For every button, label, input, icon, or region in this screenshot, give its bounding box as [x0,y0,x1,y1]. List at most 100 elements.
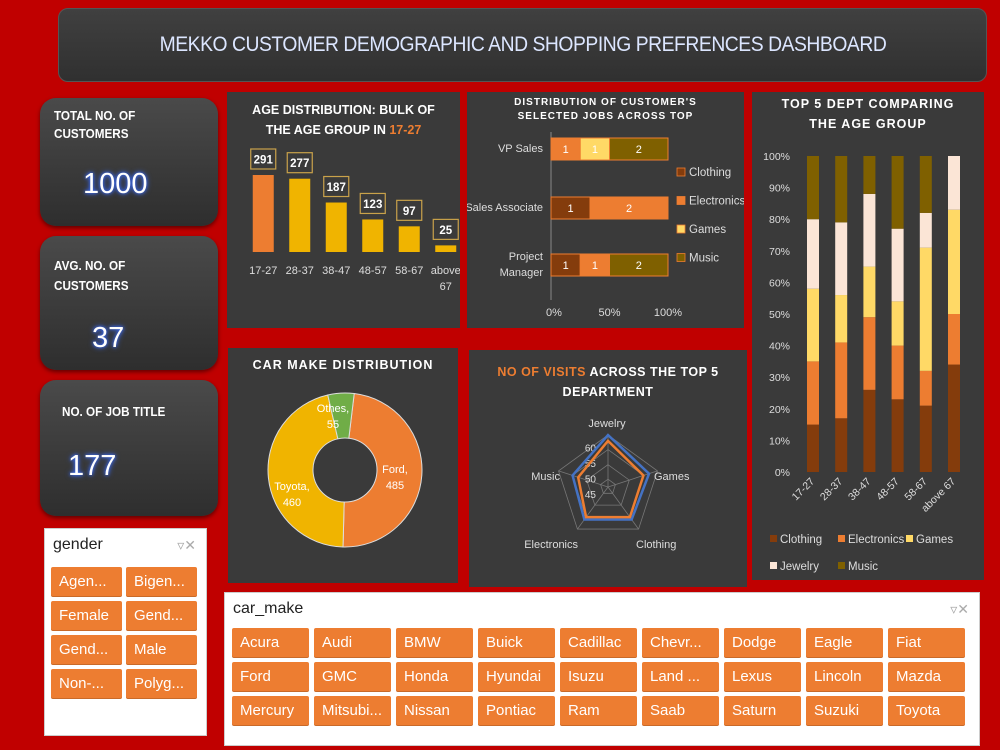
age-data-label-box [359,192,386,215]
car-slice-value: 55 [327,419,339,431]
dept-column-segment [807,424,819,472]
dept-x-label: 17-27 [790,476,818,504]
age-bar [252,175,274,252]
age-data-label: 291 [254,155,274,167]
car-make-slicer-item[interactable]: Buick [478,628,555,658]
dept-y-tick: 80% [769,214,790,226]
car-make-slicer-item[interactable]: Ford [232,662,309,692]
car-make-slicer-item[interactable]: Land ... [642,662,719,692]
kpi-total-label-1: TOTAL NO. OF [54,108,136,123]
car-make-slicer-item[interactable]: BMW [396,628,473,658]
car-make-slicer-item[interactable]: Mercury [232,696,309,726]
age-data-label: 187 [327,182,346,194]
kpi-job-titles: NO. OF JOB TITLE 177 [40,380,218,516]
dept-column-segment [835,222,848,296]
radar-grid-ring [600,478,616,494]
kpi-total-customers: TOTAL NO. OF CUSTOMERS 1000 [40,98,218,226]
visits-panel: NO OF VISITS ACROSS THE TOP 5 DEPARTMENT… [469,350,747,587]
car-title: CAR MAKE DISTRIBUTION [252,358,434,372]
age-category-label: 28-37 [286,265,314,277]
car-make-slicer-item[interactable]: Saab [642,696,719,726]
jobs-segment-label: 1 [563,144,569,156]
dept-column-segment [891,399,904,472]
gender-slicer-item[interactable]: Bigen... [126,567,197,597]
car-donut-slice [267,394,345,548]
dept-legend-label: Games [916,534,953,546]
kpi-avg-customers: AVG. NO. OF CUSTOMERS 37 [40,236,218,370]
jobs-category-label: VP Sales [498,143,544,155]
age-data-label-box [250,148,277,170]
dept-column-segment [948,364,960,472]
car-make-slicer-item[interactable]: Lexus [724,662,801,692]
jobs-segment-label: 2 [626,203,632,215]
age-bar [435,245,457,252]
car-make-slicer-item[interactable]: Pontiac [478,696,555,726]
clear-filter-icon[interactable]: ▿✕ [950,601,969,617]
kpi-avg-value: 37 [92,322,125,354]
gender-slicer-item[interactable]: Polyg... [126,669,197,699]
car-make-slicer-item[interactable]: Lincoln [806,662,883,692]
car-make-slicer-item[interactable]: Hyundai [478,662,555,692]
radar-spoke [607,486,639,530]
radar-tick-label: 50 [585,475,597,486]
car-make-slicer-item[interactable]: Ram [560,696,637,726]
gender-slicer-item[interactable]: Female [51,601,122,631]
dept-y-tick: 0% [775,467,790,479]
dept-column-segment [807,288,819,362]
jobs-legend-label: Electronics [689,196,744,208]
age-category-label: 58-67 [395,265,423,277]
gender-slicer-item[interactable]: Male [126,635,197,665]
car-make-slicer-item[interactable]: Eagle [806,628,883,658]
kpi-job-value: 177 [68,450,117,482]
car-make-slicer-item[interactable]: GMC [314,662,391,692]
car-make-slicer-item[interactable]: Dodge [724,628,801,658]
car-make-slicer-item[interactable]: Audi [314,628,391,658]
jobs-stacked-bar-chart: 1 1 2 VP Sales 1 2 Sales Associate 1 1 2 Project Ma… [467,132,744,319]
car-make-slicer-item[interactable]: Isuzu [560,662,637,692]
jobs-segment-label: 1 [592,260,598,272]
car-make-slicer-item[interactable]: Chevr... [642,628,719,658]
age-bar [362,219,384,252]
car-make-slicer-item[interactable]: Cadillac [560,628,637,658]
car-make-slicer-item[interactable]: Fiat [888,628,965,658]
car-make-slicer-item[interactable]: Mitsubi... [314,696,391,726]
kpi-avg-label: AVG. NO. OF CUSTOMERS [54,258,129,293]
dept-legend-swatch [906,535,913,542]
jobs-legend-swatch [676,253,686,262]
dept-title-line-2: THE AGE GROUP [809,117,927,131]
age-bar [325,202,347,252]
car-make-slicer-item[interactable]: Mazda [888,662,965,692]
age-bar [398,226,420,252]
age-data-label-box [286,152,313,174]
car-make-slicer-item[interactable]: Saturn [724,696,801,726]
gender-slicer-item[interactable]: Gend... [126,601,197,631]
dept-legend-swatch [838,562,845,569]
clear-filter-icon[interactable]: ▿✕ [177,537,196,553]
age-distribution-panel: AGE DISTRIBUTION: BULK OF THE AGE GROUP … [227,92,460,328]
dept-y-tick: 50% [769,309,790,321]
car-make-slicer-item[interactable]: Honda [396,662,473,692]
dept-y-tick: 40% [769,341,790,353]
car-make-slicer-item[interactable]: Toyota [888,696,965,726]
dept-column-segment [891,156,904,229]
dept-x-label: 38-47 [846,476,874,504]
gender-slicer: gender ▿✕ Agen... Bigen... Female Gend... Ge… [44,528,207,736]
gender-slicer-item[interactable]: Gend... [51,635,122,665]
dept-column-segment [948,314,960,365]
gender-slicer-item[interactable]: Non-... [51,669,122,699]
car-make-slicer-item[interactable]: Suzuki [806,696,883,726]
dashboard-title-bar: MEKKO CUSTOMER DEMOGRAPHIC AND SHOPPING … [58,8,987,82]
car-make-slicer-item[interactable]: Nissan [396,696,473,726]
dept-column-segment [835,156,848,223]
radar-axis-label: Electronics [524,539,578,551]
gender-slicer-item[interactable]: Agen... [51,567,122,597]
jobs-category-label: Sales Associate [467,202,543,214]
jobs-bar-segment [609,253,669,277]
radar-axis-label: Games [654,471,690,483]
dashboard-title: MEKKO CUSTOMER DEMOGRAPHIC AND SHOPPING … [159,33,886,56]
age-bar-chart: 291 17-27 277 28-37 187 38-47 123 48-57 97 58-67 2… [249,148,460,293]
age-data-label: 277 [290,158,309,170]
jobs-segment-label: 1 [567,203,573,215]
car-make-slicer-item[interactable]: Acura [232,628,309,658]
gender-slicer-title: gender [53,536,103,553]
